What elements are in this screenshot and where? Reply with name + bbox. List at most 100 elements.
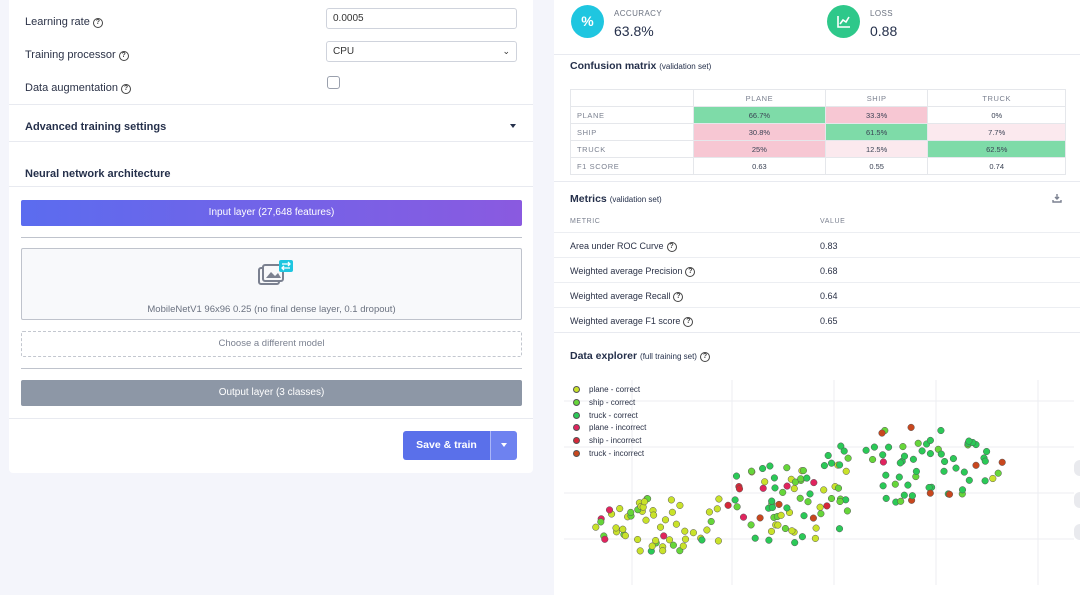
output-layer-block[interactable]: Output layer (3 classes) [21,380,522,406]
scatter-point[interactable] [791,539,799,547]
scatter-point[interactable] [926,450,934,458]
scatter-point[interactable] [810,479,818,487]
scatter-point[interactable] [812,524,820,532]
scatter-point[interactable] [958,486,967,494]
learning-rate-input[interactable] [326,8,517,29]
scatter-point[interactable] [842,467,850,475]
scatter-point[interactable] [836,497,844,506]
scatter-point[interactable] [882,494,890,502]
scatter-point[interactable] [983,447,991,456]
scatter-point[interactable] [592,523,600,531]
input-layer-block[interactable]: Input layer (27,648 features) [21,200,522,226]
scatter-point[interactable] [713,505,721,513]
scatter-point[interactable] [634,535,642,544]
scatter-point[interactable] [636,547,644,555]
scatter-point[interactable] [627,508,635,516]
scatter-point[interactable] [774,521,782,529]
scatter-point[interactable] [918,447,926,455]
scatter-point[interactable] [949,455,957,463]
scatter-point[interactable] [781,524,789,533]
scatter-point[interactable] [735,485,744,493]
scatter-point[interactable] [836,461,844,469]
scatter-point[interactable] [972,461,980,469]
help-icon[interactable]: ? [92,18,103,28]
scatter-point[interactable] [797,475,805,483]
download-icon[interactable] [1052,193,1062,203]
scatter-point[interactable] [835,525,844,533]
scatter-point[interactable] [783,504,791,512]
scatter-point[interactable] [926,489,934,497]
legend-item[interactable]: plane - correct [572,384,646,397]
scatter-point[interactable] [862,446,870,454]
caret-down-icon[interactable] [510,124,516,128]
scatter-point[interactable] [811,534,819,542]
scatter-point[interactable] [870,443,878,451]
scatter-point[interactable] [669,541,677,549]
scatter-point[interactable] [820,462,828,470]
scatter-point[interactable] [806,490,814,498]
help-icon[interactable]: ? [118,51,129,61]
scatter-point[interactable] [843,507,851,515]
scatter-point[interactable] [759,484,767,492]
scatter-point[interactable] [616,505,624,513]
scatter-point[interactable] [965,437,973,445]
scatter-point[interactable] [981,477,989,485]
scatter-point[interactable] [904,481,912,489]
scatter-point[interactable] [896,459,904,467]
scatter-point[interactable] [705,508,713,516]
model-block[interactable]: MobileNetV1 96x96 0.25 (no final dense l… [21,248,522,320]
choose-model-button[interactable]: Choose a different model [21,331,522,357]
scatter-point[interactable] [900,452,909,460]
scatter-point[interactable] [803,474,811,482]
scatter-point[interactable] [672,520,680,528]
scatter-point[interactable] [844,454,852,462]
scatter-point[interactable] [908,492,916,500]
scatter-point[interactable] [739,513,748,521]
scatter-point[interactable] [834,484,843,492]
scatter-point[interactable] [914,439,922,447]
scatter-point[interactable] [891,480,899,488]
scatter-point[interactable] [824,451,832,460]
scatter-point[interactable] [788,527,796,535]
scatter-point[interactable] [665,536,674,544]
scatter-point[interactable] [998,458,1006,466]
scatter-point[interactable] [761,478,769,486]
help-icon[interactable]: ? [699,352,710,362]
save-train-dropdown-button[interactable] [490,431,517,460]
side-widget-handle[interactable] [1074,460,1080,476]
scatter-point[interactable] [681,527,689,535]
scatter-point[interactable] [840,447,848,455]
scatter-point[interactable] [714,537,722,545]
scatter-point[interactable] [981,457,989,465]
scatter-point[interactable] [804,498,812,506]
scatter-point[interactable] [766,462,774,470]
advanced-settings-toggle[interactable]: Advanced training settings [25,121,167,133]
data-augmentation-checkbox[interactable] [327,76,340,89]
scatter-point[interactable] [668,508,676,516]
scatter-point[interactable] [733,503,741,511]
scatter-point[interactable] [869,455,877,464]
scatter-point[interactable] [768,503,776,512]
scatter-point[interactable] [989,474,997,483]
scatter-point[interactable] [960,468,968,476]
scatter-point[interactable] [879,458,887,466]
scatter-point[interactable] [652,536,660,545]
scatter-point[interactable] [809,514,817,522]
training-processor-select[interactable]: CPU ⌄ [326,41,517,62]
help-icon[interactable]: ? [685,267,696,277]
scatter-point[interactable] [640,498,648,506]
scatter-point[interactable] [747,521,755,529]
side-widget-handle[interactable] [1074,492,1080,508]
scatter-point[interactable] [994,469,1002,477]
scatter-point[interactable] [837,442,845,450]
scatter-point[interactable] [909,455,917,463]
scatter-point[interactable] [827,459,836,467]
scatter-point[interactable] [796,494,804,502]
scatter-point[interactable] [817,510,825,518]
legend-item[interactable]: plane - incorrect [572,422,646,435]
scatter-point[interactable] [940,467,948,475]
save-train-button[interactable]: Save & train [403,431,490,460]
scatter-point[interactable] [798,533,806,541]
scatter-point[interactable] [642,516,650,524]
scatter-point[interactable] [601,535,609,543]
